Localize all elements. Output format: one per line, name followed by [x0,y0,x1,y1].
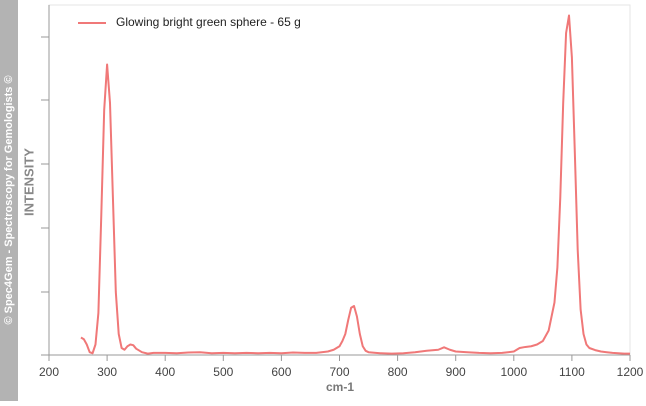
x-tick-label: 1100 [559,365,585,379]
x-tick-label: 600 [271,365,291,379]
x-tick-label: 900 [446,365,466,379]
x-tick-label: 700 [329,365,349,379]
x-tick-label: 500 [213,365,233,379]
x-tick-label: 800 [388,365,408,379]
watermark: © Spec4Gem - Spectroscopy for Gemologist… [3,75,15,324]
x-tick-label: 1200 [617,365,644,379]
credit-bar [0,0,18,401]
x-tick-label: 200 [39,365,59,379]
x-tick-label: 300 [97,365,117,379]
x-axis-label: cm-1 [326,380,354,394]
spectrum-line [80,14,630,355]
plot-frame [48,4,631,356]
y-axis-label: INTENSITY [21,148,36,216]
x-tick-label: 1000 [500,365,527,379]
x-tick-label: 400 [155,365,175,379]
legend-label: Glowing bright green sphere - 65 g [116,15,301,29]
y-axis [41,5,50,356]
